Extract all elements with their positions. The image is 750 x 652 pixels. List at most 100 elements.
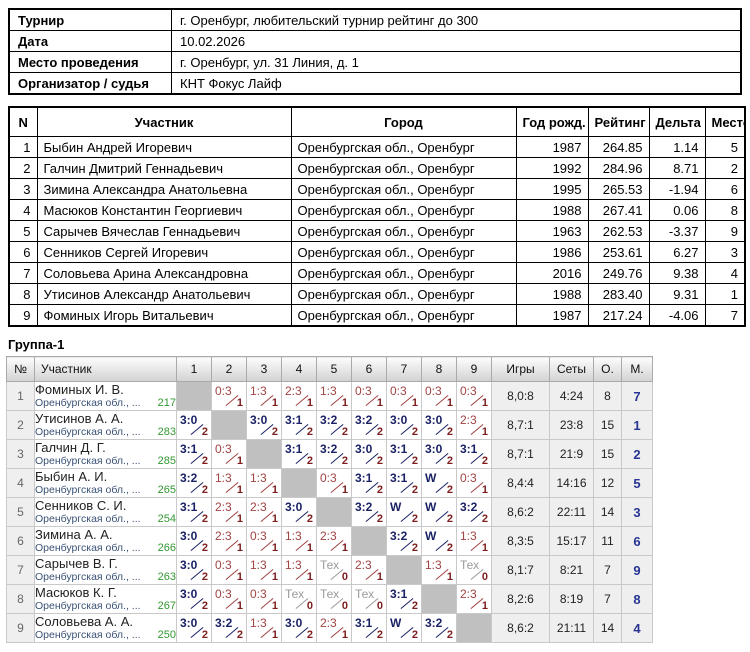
match-score: 2:3 (460, 413, 477, 427)
match-points: 2 (376, 629, 383, 641)
player-cell: Сенников С. И. Оренбургская обл., ... 254 (34, 497, 177, 527)
match-points: 1 (341, 397, 348, 409)
points-cell: 15 (593, 439, 622, 469)
match-points: 1 (236, 542, 243, 554)
points-cell: 14 (593, 613, 622, 643)
self-cell (246, 439, 282, 469)
row-number: 9 (6, 613, 35, 643)
match-score: 1:3 (250, 558, 267, 572)
match-score: 2:3 (320, 616, 337, 630)
match-score: 3:0 (390, 413, 408, 427)
match-score: 3:1 (355, 471, 373, 485)
score-cell: 0:3 1 (351, 381, 387, 411)
match-points: 2 (411, 484, 418, 496)
player-subline: Оренбургская обл., ... 266 (35, 542, 176, 554)
self-cell (211, 410, 247, 440)
row-number: 7 (6, 555, 35, 585)
score-cell: 2:3 1 (456, 584, 492, 614)
cell-delta: -1.94 (648, 178, 706, 200)
games-cell: 8,2:6 (491, 584, 550, 614)
match-score: 3:1 (390, 587, 408, 601)
participant-row: 3 Зимина Александра Анатольевна Оренбургск… (8, 178, 746, 200)
group-header-cell: 6 (351, 356, 387, 382)
match-score: 2:3 (355, 558, 372, 572)
player-club: Оренбургская обл., ... (35, 542, 141, 554)
self-cell (176, 381, 212, 411)
match-points: 1 (236, 484, 243, 496)
place-cell: 2 (621, 439, 653, 469)
sets-cell: 8:19 (549, 584, 594, 614)
score-cell: Тех 0 (316, 584, 352, 614)
score-cell: 3:0 2 (281, 497, 317, 527)
score-cell: 3:2 2 (351, 410, 387, 440)
score-cell: 2:3 1 (316, 613, 352, 643)
match-points: 2 (201, 484, 208, 496)
match-points: 0 (341, 600, 348, 612)
match-score: 0:3 (390, 384, 407, 398)
score-cell: 2:3 1 (351, 555, 387, 585)
match-score: 3:0 (250, 413, 268, 427)
match-points: 2 (446, 513, 453, 525)
score-cell: 3:0 2 (281, 613, 317, 643)
group-header-cell: 9 (456, 356, 492, 382)
participant-row: 1 Быбин Андрей Игоревич Оренбургская обл.,… (8, 136, 746, 158)
player-cell: Галчин Д. Г. Оренбургская обл., ... 285 (34, 439, 177, 469)
row-number: 1 (6, 381, 35, 411)
player-name: Сарычев В. Г. (35, 556, 118, 571)
cell-delta: 8.71 (648, 157, 706, 179)
match-points: 1 (236, 397, 243, 409)
match-score: 0:3 (425, 384, 442, 398)
match-points: 0 (306, 600, 313, 612)
sets-cell: 15:17 (549, 526, 594, 556)
score-cell: 3:0 2 (386, 410, 422, 440)
match-score: 0:3 (215, 384, 232, 398)
sets-cell: 8:21 (549, 555, 594, 585)
cell-year: 1987 (515, 304, 589, 327)
group-crosstable: № Участник 1 2 3 4 5 6 7 8 9 Игры Сеты О. М. 1 Фоминых … (6, 356, 653, 643)
player-name: Утисинов А. А. (35, 411, 124, 426)
row-number: 3 (6, 439, 35, 469)
player-name: Масюков К. Г. (35, 585, 117, 600)
score-cell: 3:1 2 (456, 439, 492, 469)
match-score: 3:0 (180, 587, 198, 601)
player-subline: Оренбургская обл., ... 283 (36, 427, 176, 438)
cell-place: 4 (704, 262, 746, 284)
cell-delta: 1.14 (648, 136, 706, 158)
player-club: Оренбургская обл., ... (35, 600, 141, 612)
place-cell: 4 (621, 613, 653, 643)
score-cell: 1:3 1 (211, 468, 247, 498)
match-score: 3:2 (320, 442, 338, 456)
match-score: 3:0 (285, 616, 303, 630)
info-row: Место проведения г. Оренбург, ул. 31 Лини… (8, 51, 742, 73)
cell-city: Оренбургская обл., Оренбург (290, 304, 517, 327)
cell-rating: 249.76 (587, 262, 650, 284)
match-score: 3:0 (425, 442, 443, 456)
match-points: 1 (341, 484, 348, 496)
info-row: Дата 10.02.2026 (8, 30, 742, 52)
match-score: W (425, 500, 437, 514)
score-cell: 1:3 1 (246, 381, 282, 411)
games-cell: 8,7:1 (491, 410, 550, 440)
score-cell: 1:3 1 (246, 555, 282, 585)
cell-n: 3 (8, 178, 38, 200)
self-cell (316, 497, 352, 527)
player-subline: Оренбургская обл., ... 263 (36, 572, 176, 583)
player-club: Оренбургская обл., ... (35, 484, 141, 496)
match-score: 0:3 (320, 471, 337, 485)
score-cell: 0:3 1 (456, 381, 492, 411)
match-points: 2 (201, 542, 208, 554)
match-points: 0 (376, 600, 383, 612)
match-score: 3:0 (425, 413, 443, 427)
match-score: Тех (320, 587, 340, 601)
self-cell (281, 468, 317, 498)
match-score: 0:3 (215, 558, 232, 572)
player-name: Быбин А. И. (35, 469, 108, 484)
points-cell: 11 (593, 526, 622, 556)
score-cell: Тех 0 (281, 584, 317, 614)
match-score: 0:3 (460, 384, 477, 398)
row-number: 5 (6, 497, 35, 527)
score-cell: 2:3 1 (281, 381, 317, 411)
match-points: 2 (201, 600, 208, 612)
